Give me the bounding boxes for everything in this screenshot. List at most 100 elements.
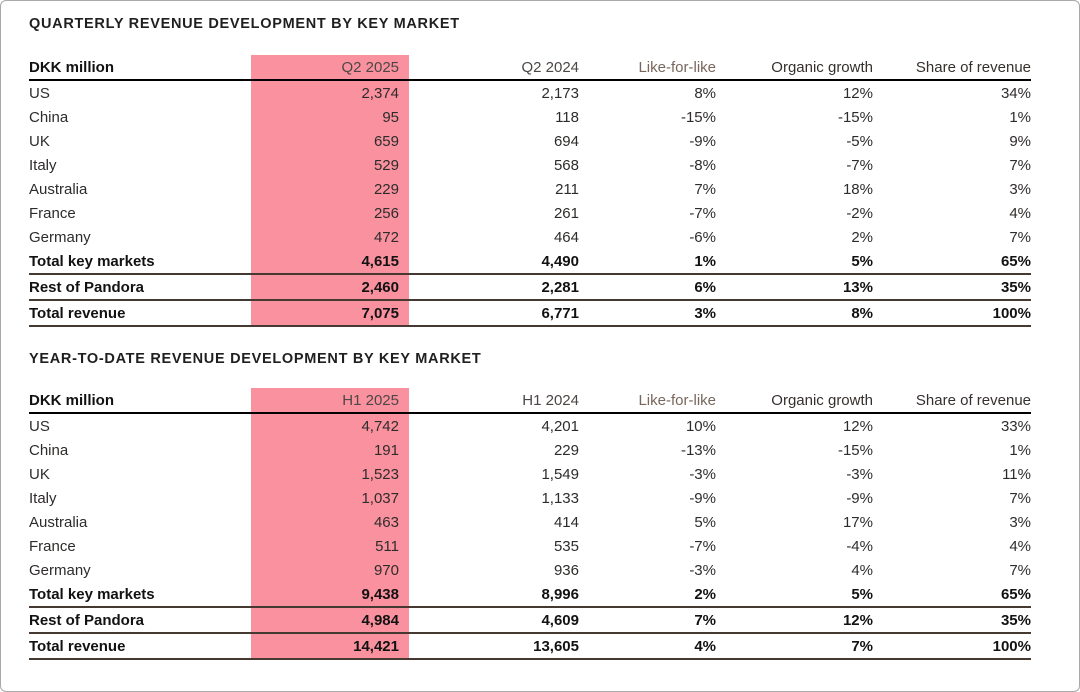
cell-lfl: -7% <box>689 204 716 222</box>
cell-current: 4,615 <box>251 249 409 273</box>
cell-prior: 2,173 <box>541 84 579 102</box>
cell-share: 7% <box>1009 156 1031 174</box>
cell-organic: 2% <box>851 228 873 246</box>
cell-prior: 568 <box>553 156 579 174</box>
cell-prior: 464 <box>553 228 579 246</box>
cell-prior: 4,201 <box>541 417 579 435</box>
table-row: Rest of Pandora 2,460 2,281 6% 13% 35% <box>29 275 1031 301</box>
cell-organic: -15% <box>837 108 873 126</box>
cell-organic: -3% <box>846 465 873 483</box>
cell-share: 65% <box>1000 252 1031 270</box>
cell-share: 34% <box>1000 84 1031 102</box>
cell-current: 256 <box>251 201 409 225</box>
table-row: Total key markets 9,438 8,996 2% 5% 65% <box>29 582 1031 608</box>
cell-current: 529 <box>251 153 409 177</box>
cell-lfl: -9% <box>689 132 716 150</box>
cell-organic: -2% <box>846 204 873 222</box>
cell-market: Australia <box>29 513 88 531</box>
table-row: UK 659 694 -9% -5% 9% <box>29 129 1031 153</box>
cell-current: 9,438 <box>251 582 409 606</box>
cell-market: Germany <box>29 561 91 579</box>
cell-prior: 936 <box>553 561 579 579</box>
cell-share: 1% <box>1009 441 1031 459</box>
cell-current: 229 <box>251 177 409 201</box>
table-row: Rest of Pandora 4,984 4,609 7% 12% 35% <box>29 608 1031 634</box>
cell-market: UK <box>29 132 50 150</box>
cell-share: 100% <box>992 637 1031 655</box>
cell-lfl: 4% <box>694 637 716 655</box>
quarterly-revenue-table: DKK million Q2 2025 Q2 2024 Like-for-lik… <box>29 55 1031 327</box>
column-header-h1-2025: H1 2025 <box>251 388 409 412</box>
cell-prior: 8,996 <box>541 585 579 603</box>
cell-lfl: 10% <box>685 417 716 435</box>
cell-lfl: -6% <box>689 228 716 246</box>
cell-market: Italy <box>29 156 57 174</box>
table-header-row: DKK million H1 2025 H1 2024 Like-for-lik… <box>29 388 1031 414</box>
cell-market: Rest of Pandora <box>29 278 145 296</box>
column-header-share-of-revenue: Share of revenue <box>915 58 1031 76</box>
cell-share: 35% <box>1000 611 1031 629</box>
table-body: US 2,374 2,173 8% 12% 34% China 95 118 -15% -15% 1%… <box>29 81 1031 327</box>
cell-current: 1,037 <box>251 486 409 510</box>
cell-organic: 18% <box>842 180 873 198</box>
cell-organic: 12% <box>842 611 873 629</box>
cell-prior: 229 <box>553 441 579 459</box>
cell-current: 970 <box>251 558 409 582</box>
table-row: Germany 970 936 -3% 4% 7% <box>29 558 1031 582</box>
cell-organic: 5% <box>851 252 873 270</box>
cell-market: Total revenue <box>29 637 126 655</box>
table-row: Germany 472 464 -6% 2% 7% <box>29 225 1031 249</box>
cell-lfl: -9% <box>689 489 716 507</box>
cell-organic: 5% <box>851 585 873 603</box>
table-row: France 511 535 -7% -4% 4% <box>29 534 1031 558</box>
cell-share: 33% <box>1000 417 1031 435</box>
table-body: US 4,742 4,201 10% 12% 33% China 191 229 -13% -15%… <box>29 414 1031 660</box>
cell-organic: 8% <box>851 304 873 322</box>
cell-current: 7,075 <box>251 301 409 325</box>
cell-market: Total revenue <box>29 304 126 322</box>
ytd-revenue-table: DKK million H1 2025 H1 2024 Like-for-lik… <box>29 388 1031 660</box>
cell-organic: 12% <box>842 84 873 102</box>
cell-share: 65% <box>1000 585 1031 603</box>
column-header-dkk-million: DKK million <box>29 58 114 76</box>
cell-lfl: 2% <box>694 585 716 603</box>
cell-market: US <box>29 84 50 102</box>
table-row: Total key markets 4,615 4,490 1% 5% 65% <box>29 249 1031 275</box>
section-quarterly-revenue: QUARTERLY REVENUE DEVELOPMENT BY KEY MAR… <box>29 16 1031 327</box>
cell-prior: 1,133 <box>541 489 579 507</box>
cell-prior: 211 <box>555 180 579 198</box>
cell-prior: 4,490 <box>541 252 579 270</box>
cell-current: 191 <box>251 438 409 462</box>
cell-organic: 4% <box>851 561 873 579</box>
table-row: Australia 229 211 7% 18% 3% <box>29 177 1031 201</box>
table-header-row: DKK million Q2 2025 Q2 2024 Like-for-lik… <box>29 55 1031 81</box>
cell-current: 95 <box>251 105 409 129</box>
cell-market: France <box>29 537 76 555</box>
column-header-organic-growth: Organic growth <box>771 391 873 409</box>
table-row: Total revenue 7,075 6,771 3% 8% 100% <box>29 301 1031 327</box>
cell-share: 1% <box>1009 108 1031 126</box>
cell-lfl: 7% <box>694 611 716 629</box>
cell-share: 9% <box>1009 132 1031 150</box>
cell-current: 659 <box>251 129 409 153</box>
cell-share: 7% <box>1009 228 1031 246</box>
cell-organic: -7% <box>846 156 873 174</box>
cell-lfl: 3% <box>694 304 716 322</box>
section-title: QUARTERLY REVENUE DEVELOPMENT BY KEY MAR… <box>29 16 460 32</box>
cell-lfl: -3% <box>689 561 716 579</box>
column-header-dkk-million: DKK million <box>29 391 114 409</box>
cell-prior: 261 <box>553 204 579 222</box>
cell-current: 4,742 <box>251 414 409 438</box>
cell-prior: 2,281 <box>541 278 579 296</box>
table-row: US 2,374 2,173 8% 12% 34% <box>29 81 1031 105</box>
column-header-share-of-revenue: Share of revenue <box>915 391 1031 409</box>
cell-lfl: 6% <box>694 278 716 296</box>
cell-market: Total key markets <box>29 585 155 603</box>
cell-lfl: -7% <box>689 537 716 555</box>
cell-current: 472 <box>251 225 409 249</box>
cell-prior: 118 <box>555 108 579 126</box>
cell-organic: -9% <box>846 489 873 507</box>
column-header-q2-2025: Q2 2025 <box>251 55 409 79</box>
cell-share: 3% <box>1009 513 1031 531</box>
